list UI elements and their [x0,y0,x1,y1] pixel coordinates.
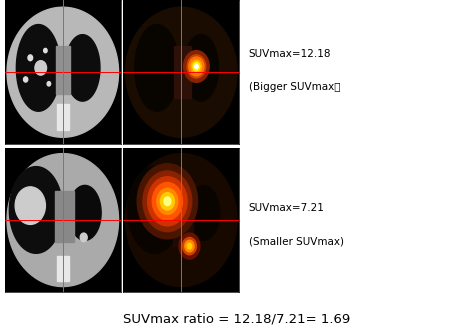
Circle shape [189,57,204,76]
Circle shape [80,233,87,242]
Circle shape [191,60,201,73]
Circle shape [137,164,198,239]
Circle shape [183,50,209,82]
Text: SUVmax=7.21: SUVmax=7.21 [249,203,325,213]
Polygon shape [183,35,219,101]
Circle shape [160,193,174,210]
Circle shape [187,243,192,249]
Circle shape [28,55,33,61]
Polygon shape [57,104,69,130]
Polygon shape [7,7,118,137]
Polygon shape [17,25,61,111]
Polygon shape [128,167,181,253]
Polygon shape [173,203,193,246]
Circle shape [187,55,206,78]
Circle shape [147,177,187,226]
Text: (Bigger SUVmax）: (Bigger SUVmax） [249,82,340,92]
Polygon shape [174,46,191,98]
Polygon shape [57,256,69,281]
Circle shape [193,62,200,71]
Text: SUVmax=12.18: SUVmax=12.18 [249,49,331,59]
Polygon shape [69,185,101,240]
Polygon shape [9,167,63,253]
Circle shape [157,188,178,214]
Circle shape [143,171,192,232]
Text: (Smaller SUVmax): (Smaller SUVmax) [249,237,344,247]
Polygon shape [56,46,70,94]
Polygon shape [65,35,100,101]
Circle shape [195,64,198,69]
Polygon shape [187,185,219,240]
Circle shape [44,48,47,53]
Text: SUVmax ratio = 12.18/7.21= 1.69: SUVmax ratio = 12.18/7.21= 1.69 [123,313,351,326]
Polygon shape [135,25,179,111]
Circle shape [185,240,194,252]
Circle shape [182,238,196,255]
Circle shape [24,77,28,82]
Polygon shape [126,154,237,287]
Polygon shape [55,191,74,242]
Polygon shape [126,7,237,137]
Circle shape [15,187,46,224]
Circle shape [179,233,200,259]
Circle shape [152,182,182,220]
Circle shape [35,61,46,75]
Polygon shape [7,154,118,287]
Circle shape [47,82,51,86]
Circle shape [164,197,171,206]
